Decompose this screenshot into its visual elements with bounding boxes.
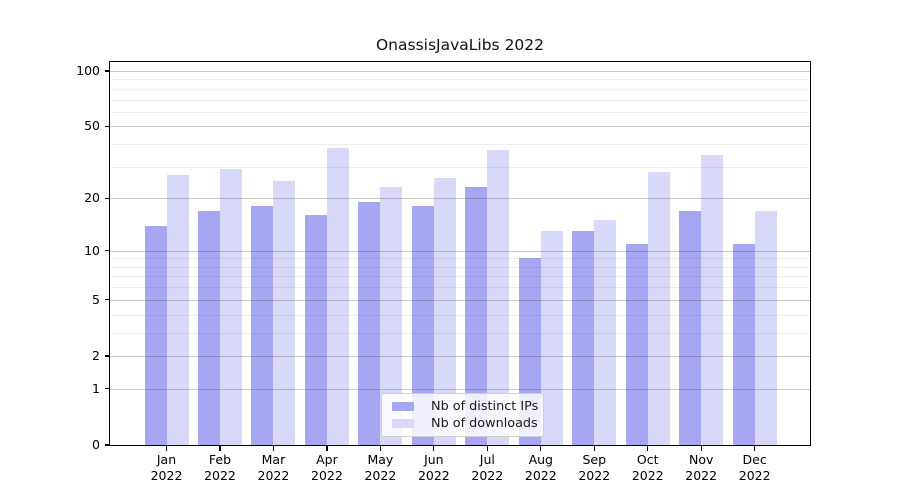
gridline-5 (110, 299, 810, 301)
gridline-50 (110, 126, 810, 128)
x-tick-label-may: May 2022 (364, 452, 397, 483)
x-tick-label-jan: Jan 2022 (150, 452, 183, 483)
x-tick-label-jun: Jun 2022 (417, 452, 450, 483)
gridline-7 (110, 276, 810, 278)
y-tick-label-2: 2 (92, 347, 100, 363)
bar-downloads-nov (701, 154, 724, 445)
y-tick-20 (104, 197, 109, 199)
bar-downloads-may (380, 187, 403, 445)
legend-item-downloads: Nb of downloads (388, 416, 538, 431)
legend-label-downloads: Nb of downloads (431, 416, 538, 431)
bar-downloads-sep (594, 220, 617, 445)
y-tick-label-100: 100 (76, 62, 100, 78)
y-tick-label-50: 50 (84, 118, 100, 134)
gridline-1 (110, 388, 810, 390)
gridline-100 (110, 70, 810, 72)
x-tick-label-nov: Nov 2022 (685, 452, 718, 483)
plot-area (110, 62, 810, 445)
x-tick-label-aug: Aug 2022 (524, 452, 557, 483)
x-tick-jun (433, 446, 435, 451)
bar-ips-feb (197, 210, 220, 445)
gridline-8 (110, 266, 810, 268)
gridline-6 (110, 287, 810, 289)
y-tick-10 (104, 250, 109, 252)
bar-ips-may (358, 202, 381, 445)
legend-item-distinct-ips: Nb of distinct IPs (388, 399, 539, 414)
bar-ips-jan (144, 225, 167, 445)
bar-ips-dec (732, 243, 755, 445)
bar-downloads-jun (433, 177, 456, 445)
gridline-20 (110, 198, 810, 200)
gridline-4 (110, 314, 810, 316)
y-tick-0 (104, 444, 109, 446)
x-tick-mar (272, 446, 275, 451)
y-tick-1 (104, 388, 109, 390)
bar-ips-sep (572, 231, 595, 445)
bar-downloads-apr (326, 148, 349, 445)
bar-ips-jun (411, 206, 434, 445)
y-tick-5 (104, 299, 109, 301)
x-tick-label-mar: Mar 2022 (257, 452, 290, 483)
gridline-30 (110, 166, 810, 168)
gridline-9 (110, 258, 810, 260)
legend-label-distinct-ips: Nb of distinct IPs (431, 399, 539, 414)
y-tick-label-1: 1 (92, 380, 100, 396)
y-tick-50 (104, 125, 109, 127)
bar-downloads-jul (487, 150, 510, 445)
x-tick-jul (486, 446, 488, 451)
x-tick-label-feb: Feb 2022 (204, 452, 236, 483)
gridline-60 (110, 111, 810, 113)
legend: Nb of distinct IPs Nb of downloads (381, 393, 544, 437)
x-tick-aug (540, 446, 542, 451)
bar-ips-apr (304, 215, 327, 445)
bar-downloads-jan (166, 174, 189, 445)
x-tick-label-jul: Jul 2022 (471, 452, 504, 483)
x-tick-label-sep: Sep 2022 (578, 452, 611, 483)
x-tick-jan (165, 446, 168, 451)
bar-ips-mar (251, 206, 274, 445)
gridline-10 (110, 250, 810, 252)
gridline-3 (110, 332, 810, 334)
x-tick-nov (700, 446, 702, 451)
y-tick-label-10: 10 (84, 242, 100, 258)
bar-ips-jul (465, 187, 488, 445)
gridline-80 (110, 88, 810, 90)
gridline-2 (110, 355, 810, 357)
bar-downloads-mar (273, 180, 296, 445)
legend-swatch-downloads-icon (392, 419, 414, 428)
x-tick-dec (754, 446, 756, 451)
bar-downloads-dec (754, 210, 777, 445)
x-tick-may (379, 446, 382, 451)
bar-ips-nov (679, 210, 702, 445)
x-tick-label-oct: Oct 2022 (631, 452, 664, 483)
bar-downloads-aug (540, 231, 563, 445)
y-tick-100 (104, 70, 109, 72)
x-tick-oct (647, 446, 649, 451)
chart-title: OnassisJavaLibs 2022 (375, 36, 545, 54)
legend-swatch-ips-icon (392, 402, 414, 411)
gridline-40 (110, 144, 810, 146)
x-tick-label-dec: Dec 2022 (738, 452, 771, 483)
x-tick-sep (593, 446, 595, 451)
x-tick-feb (219, 446, 221, 451)
y-tick-2 (104, 355, 109, 357)
y-tick-label-20: 20 (84, 190, 100, 206)
bar-ips-oct (625, 243, 648, 445)
y-tick-label-5: 5 (92, 291, 100, 307)
y-tick-label-0: 0 (92, 437, 100, 452)
x-tick-label-apr: Apr 2022 (311, 452, 343, 483)
x-tick-apr (326, 446, 328, 451)
bar-downloads-feb (219, 169, 242, 445)
gridline-90 (110, 79, 810, 81)
gridline-70 (110, 99, 810, 101)
bar-downloads-oct (647, 172, 670, 445)
